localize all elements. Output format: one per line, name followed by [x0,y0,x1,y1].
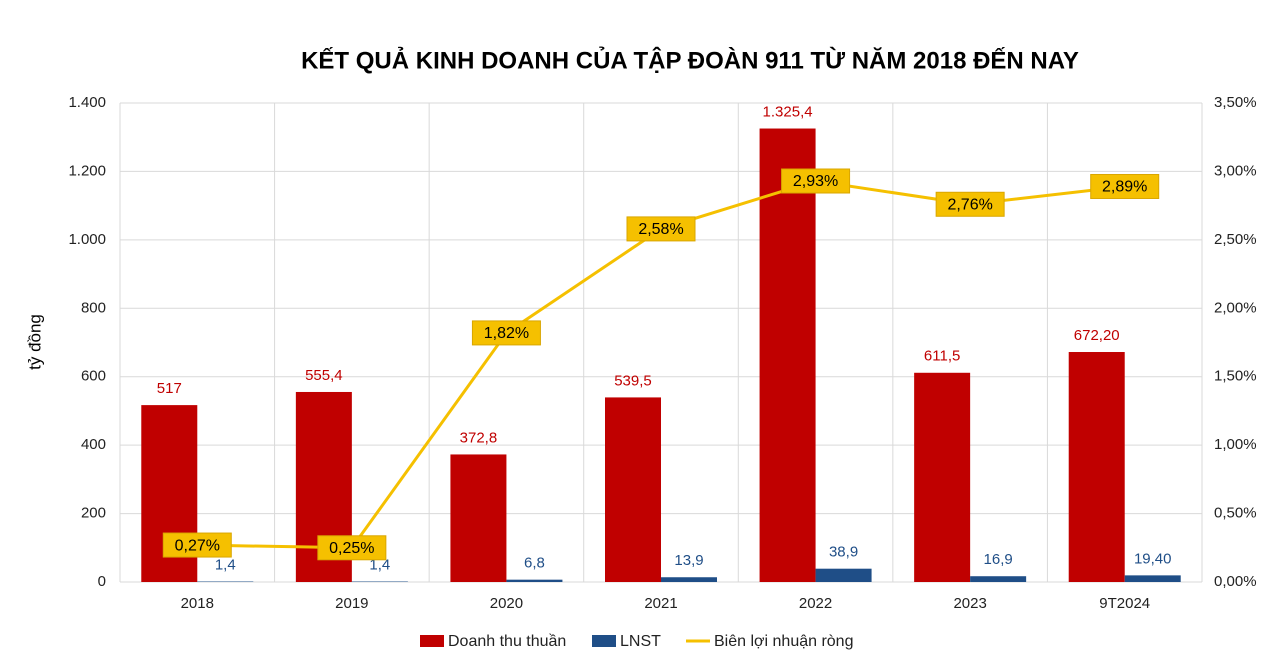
bar [450,454,507,582]
y2-tick-label: 2,00% [1214,299,1257,316]
bar-value-label: 539,5 [614,372,652,389]
y-tick-label: 600 [81,368,106,385]
bar-value-label: 38,9 [829,544,858,561]
line-label-box [626,216,696,242]
legend-label: Biên lợi nhuận ròng [714,633,853,650]
bar-value-label: 555,4 [305,367,343,384]
line-value-label: 2,76% [947,196,992,213]
legend-item: Doanh thu thuần [420,633,566,650]
bar [1124,575,1181,582]
line-value-label: 0,25% [329,540,374,557]
y-tick-label: 1.200 [68,162,106,179]
bar-value-label: 16,9 [984,551,1013,568]
bar [506,579,563,582]
y2-tick-label: 0,50% [1214,505,1257,522]
chart-title: KẾT QUẢ KINH DOANH CỦA TẬP ĐOÀN 911 TỪ N… [301,45,1079,74]
bar [815,568,872,582]
bar [970,576,1027,582]
y2-tick-label: 0,00% [1214,573,1257,590]
y2-tick-label: 2,50% [1214,231,1257,248]
bar [661,577,717,582]
y-tick-label: 0 [98,573,106,590]
bar-value-label: 372,8 [460,429,498,446]
y-tick-label: 800 [81,299,106,316]
line-label-box [162,532,232,558]
bar-value-label: 611,5 [924,348,960,365]
line-label-box [317,535,387,561]
x-tick-label: 2018 [181,595,214,612]
y-axis-label: tỷ đồng [25,314,44,370]
x-tick-label: 2019 [335,595,368,612]
x-tick-label: 2023 [953,595,986,612]
bar-value-label: 19,40 [1134,550,1172,567]
y-tick-label: 1.400 [68,94,106,111]
legend-item: Biên lợi nhuận ròng [686,633,853,650]
bar [605,397,661,582]
line-value-label: 2,89% [1102,179,1147,196]
x-tick-label: 9T2024 [1099,595,1150,612]
line-label-box [1090,173,1160,199]
x-tick-label: 2021 [644,595,677,612]
line-label-box [935,191,1005,217]
y-tick-label: 1.000 [68,231,106,248]
bar-value-label: 1,4 [215,556,236,573]
x-tick-label: 2020 [490,595,523,612]
line-value-label: 0,27% [175,537,220,554]
bar [1068,352,1125,582]
line-label-box [781,168,851,194]
bar-value-label: 672,20 [1074,327,1120,344]
y-tick-label: 400 [81,436,106,453]
line-value-label: 2,58% [638,221,683,238]
legend-swatch [592,635,616,647]
bar [759,128,816,582]
y2-tick-label: 1,50% [1214,368,1257,385]
bar-value-label: 1.325,4 [763,103,813,120]
line-value-label: 1,82% [484,325,529,342]
bar-value-label: 517 [157,380,182,397]
legend-swatch [420,635,444,647]
bar [914,372,971,582]
legend-label: LNST [620,633,661,650]
y2-tick-label: 3,00% [1214,162,1257,179]
legend-label: Doanh thu thuần [448,633,566,650]
y-tick-label: 200 [81,505,106,522]
line-value-label: 2,93% [793,173,838,190]
bar-value-label: 1,4 [369,556,390,573]
bar-value-label: 6,8 [524,555,545,572]
x-tick-label: 2022 [799,595,832,612]
legend-item: LNST [592,633,661,650]
y2-tick-label: 3,50% [1214,94,1257,111]
line-label-box [471,320,541,346]
y2-tick-label: 1,00% [1214,436,1257,453]
bar-value-label: 13,9 [674,552,703,569]
